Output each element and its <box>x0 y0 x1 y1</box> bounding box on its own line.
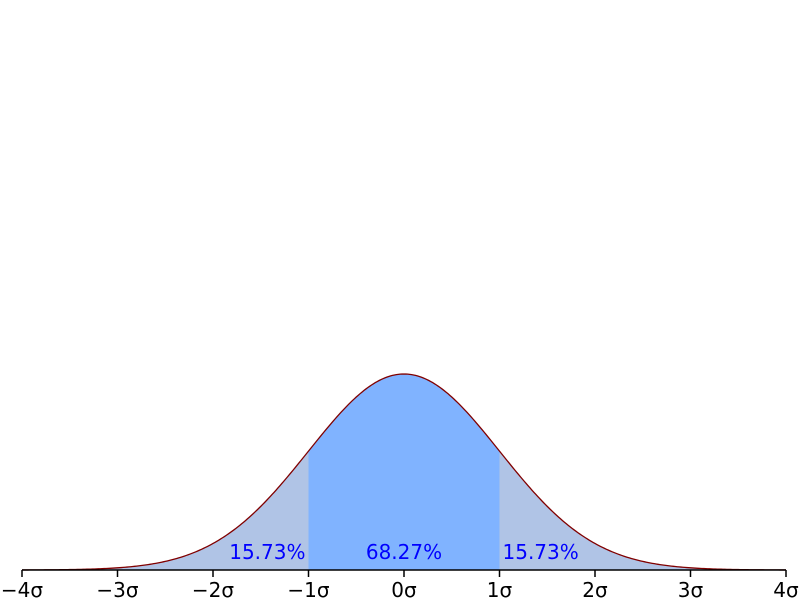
region-label-1: 68.27% <box>366 540 442 564</box>
x-tick-label-0: −4σ <box>1 578 43 598</box>
density-curve <box>22 373 786 571</box>
region-label-0: 15.73% <box>229 540 305 564</box>
x-tick-label-4: 0σ <box>391 578 417 598</box>
x-tick-label-7: 3σ <box>678 578 704 598</box>
x-tick-label-2: −2σ <box>192 578 234 598</box>
region-label-2: 15.73% <box>503 540 579 564</box>
x-tick-label-6: 2σ <box>582 578 608 598</box>
region-labels: 15.73% 68.27% 15.73% <box>229 540 579 564</box>
x-tick-label-5: 1σ <box>487 578 513 598</box>
region-area-1 <box>308 374 500 570</box>
region-area-2 <box>499 451 786 570</box>
x-tick-label-8: 4σ <box>773 578 799 598</box>
x-axis-ticks: −4σ −3σ −2σ −1σ 0σ 1σ 2σ 3σ 4σ <box>1 570 799 598</box>
x-tick-label-1: −3σ <box>96 578 138 598</box>
x-tick-label-3: −1σ <box>287 578 329 598</box>
shaded-regions <box>22 374 786 570</box>
region-area-0 <box>22 451 309 570</box>
